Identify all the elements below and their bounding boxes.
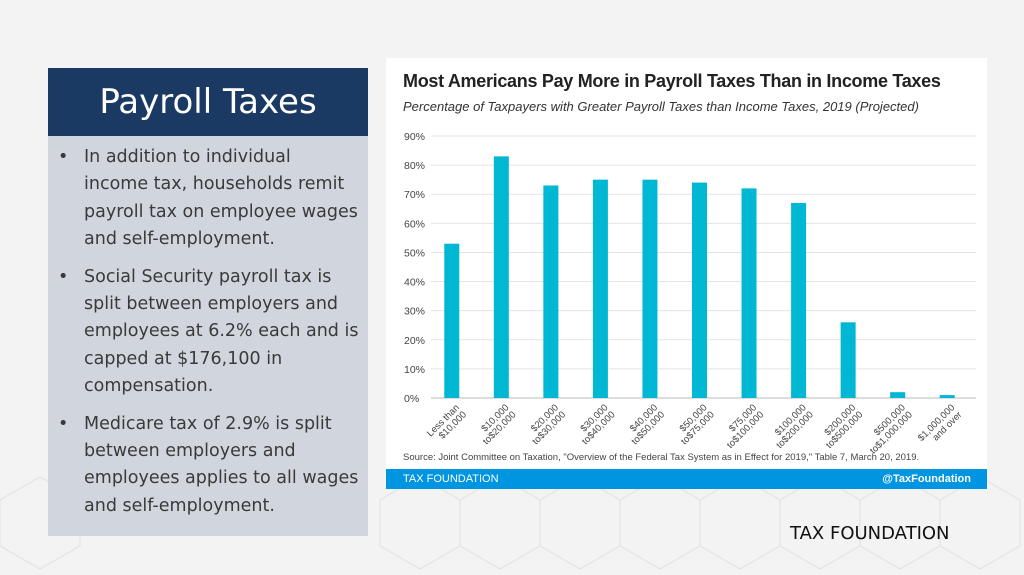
- chart-footer: TAX FOUNDATION @TaxFoundation: [386, 469, 987, 489]
- y-tick-label: 30%: [404, 306, 425, 318]
- y-tick-label: 40%: [404, 277, 425, 289]
- y-tick-label: 10%: [404, 364, 425, 376]
- x-tick-label: $10,000to$20,000: [474, 402, 519, 447]
- bullet-text: In addition to individual income tax, ho…: [84, 147, 358, 250]
- x-tick-label: $50,000to$75,000: [672, 402, 717, 447]
- y-tick-label: 80%: [404, 160, 425, 172]
- y-tick-label: 70%: [404, 189, 425, 201]
- bar: [692, 182, 707, 398]
- bar: [939, 395, 955, 398]
- footer-handle: @TaxFoundation: [882, 473, 971, 485]
- bar: [840, 322, 856, 398]
- bar: [741, 188, 757, 398]
- y-tick-label: 90%: [404, 131, 425, 143]
- bar: [890, 392, 906, 398]
- x-tick-label: $20,000to$30,000: [523, 402, 568, 447]
- x-tick-label: $500,000to$1,000,000: [861, 402, 915, 456]
- y-tick-label: 0%: [404, 393, 419, 405]
- bar-chart: 0% 10% 20% 30% 40% 50% 60% 70% 80% 90% Less than$1…: [404, 131, 976, 456]
- chart-card: Most Americans Pay More in Payroll Taxes…: [386, 58, 987, 489]
- chart-source: Source: Joint Committee on Taxation, "Ov…: [403, 452, 920, 463]
- x-tick-label: $200,000to$500,000: [817, 402, 865, 450]
- chart-title: Most Americans Pay More in Payroll Taxes…: [403, 71, 941, 91]
- slide-brand: TAX FOUNDATION: [790, 523, 950, 544]
- x-tick-label: $40,000to$50,000: [622, 402, 667, 447]
- bullet-dot: •: [58, 266, 69, 287]
- bar: [642, 179, 658, 398]
- bullet-item: • In addition to individual income tax, h…: [58, 144, 360, 254]
- y-tick-label: 20%: [404, 335, 425, 347]
- x-tick-label: $100,000to$200,000: [767, 402, 815, 450]
- bullet-panel: Payroll Taxes • In addition to individual…: [48, 68, 368, 536]
- footer-brand: TAX FOUNDATION: [403, 473, 499, 485]
- bar: [592, 179, 608, 398]
- bar: [791, 202, 807, 398]
- bar: [493, 156, 509, 398]
- x-tick-label: $75,000to$100,000: [718, 402, 766, 450]
- x-tick-label: $1,000,000and over: [916, 402, 964, 450]
- y-tick-label: 50%: [404, 247, 425, 259]
- bullet-text: Social Security payroll tax is split bet…: [84, 266, 359, 397]
- x-tick-label: $30,000to$40,000: [573, 402, 618, 447]
- bullet-item: • Social Security payroll tax is split be…: [58, 264, 360, 401]
- x-tick-label: Less than$10,000: [425, 402, 469, 446]
- bullet-dot: •: [58, 413, 69, 434]
- bullet-list: • In addition to individual income tax, h…: [48, 136, 368, 520]
- y-tick-label: 60%: [404, 218, 425, 230]
- bullet-dot: •: [58, 147, 69, 167]
- bullet-item: • Medicare tax of 2.9% is split between e…: [58, 411, 360, 521]
- slide-title: Payroll Taxes: [48, 68, 368, 136]
- bullet-text: Medicare tax of 2.9% is split between em…: [84, 413, 359, 516]
- bar: [543, 185, 559, 398]
- bar: [444, 243, 460, 398]
- chart-subtitle: Percentage of Taxpayers with Greater Pay…: [403, 99, 919, 114]
